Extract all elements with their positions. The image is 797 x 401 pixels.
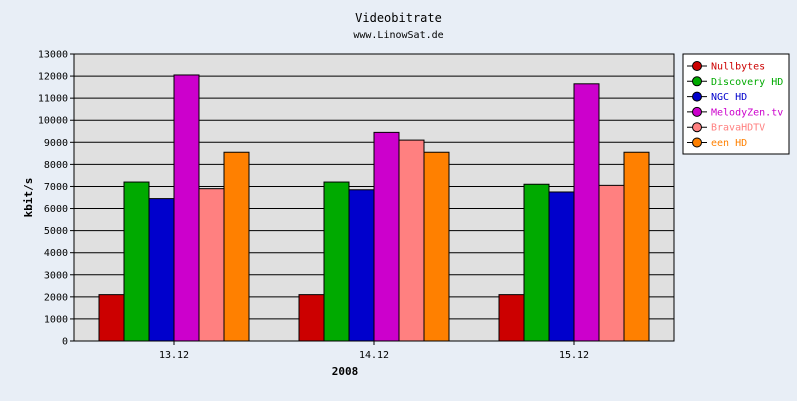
y-tick-label: 6000 bbox=[44, 204, 68, 215]
y-tick-label: 11000 bbox=[38, 94, 68, 105]
bar-nullbytes bbox=[98, 294, 125, 342]
bar-ngc-hd bbox=[548, 191, 575, 342]
x-tick-label: 13.12 bbox=[159, 350, 189, 361]
x-tick-label: 15.12 bbox=[559, 350, 589, 361]
legend-marker bbox=[692, 76, 702, 87]
bar-bravahdtv bbox=[198, 188, 225, 342]
legend-label: NGC HD bbox=[711, 92, 747, 103]
legend-label: Nullbytes bbox=[711, 62, 765, 73]
bar-melodyzen-tv bbox=[173, 74, 200, 342]
y-tick-label: 13000 bbox=[38, 50, 68, 61]
legend-marker bbox=[692, 122, 702, 133]
bar-melodyzen-tv bbox=[573, 83, 600, 342]
legend-marker bbox=[692, 61, 702, 71]
bar-een-hd bbox=[223, 151, 250, 342]
chart-title: Videobitrate bbox=[355, 11, 442, 25]
legend-marker bbox=[692, 91, 702, 102]
legend-marker bbox=[692, 137, 702, 148]
bar-discovery-hd bbox=[123, 181, 150, 342]
legend-marker bbox=[692, 106, 702, 117]
bar-nullbytes bbox=[298, 294, 325, 342]
y-tick-label: 9000 bbox=[44, 138, 68, 149]
y-axis-label: kbit/s bbox=[22, 178, 35, 218]
y-tick-label: 4000 bbox=[44, 248, 68, 259]
legend-box bbox=[682, 53, 790, 155]
bar-een-hd bbox=[623, 151, 650, 342]
y-tick-label: 1000 bbox=[44, 314, 68, 325]
bar-een-hd bbox=[423, 151, 450, 342]
x-axis-label: 2008 bbox=[332, 365, 359, 378]
x-tick-label: 14.12 bbox=[359, 350, 389, 361]
legend-label: Discovery HD bbox=[711, 77, 783, 88]
bar-bravahdtv bbox=[398, 139, 425, 342]
y-tick-label: 3000 bbox=[44, 270, 68, 281]
bar-discovery-hd bbox=[523, 183, 550, 342]
y-tick-label: 0 bbox=[62, 337, 68, 348]
y-tick-label: 5000 bbox=[44, 226, 68, 237]
chart-subtitle: www.LinowSat.de bbox=[353, 30, 444, 41]
bar-discovery-hd bbox=[323, 181, 350, 342]
bar-melodyzen-tv bbox=[373, 131, 400, 342]
plot-frame bbox=[73, 53, 675, 342]
legend-label: MelodyZen.tv bbox=[711, 107, 783, 118]
legend-label: BravaHDTV bbox=[711, 123, 765, 134]
y-tick-label: 12000 bbox=[38, 72, 68, 83]
bar-bravahdtv bbox=[598, 184, 625, 342]
y-tick-label: 10000 bbox=[38, 116, 68, 127]
y-tick-label: 7000 bbox=[44, 182, 68, 193]
y-tick-label: 2000 bbox=[44, 292, 68, 303]
legend-label: een HD bbox=[711, 138, 747, 149]
y-tick-label: 8000 bbox=[44, 160, 68, 171]
bar-ngc-hd bbox=[148, 198, 175, 342]
bar-nullbytes bbox=[498, 294, 525, 342]
bar-ngc-hd bbox=[348, 189, 375, 342]
